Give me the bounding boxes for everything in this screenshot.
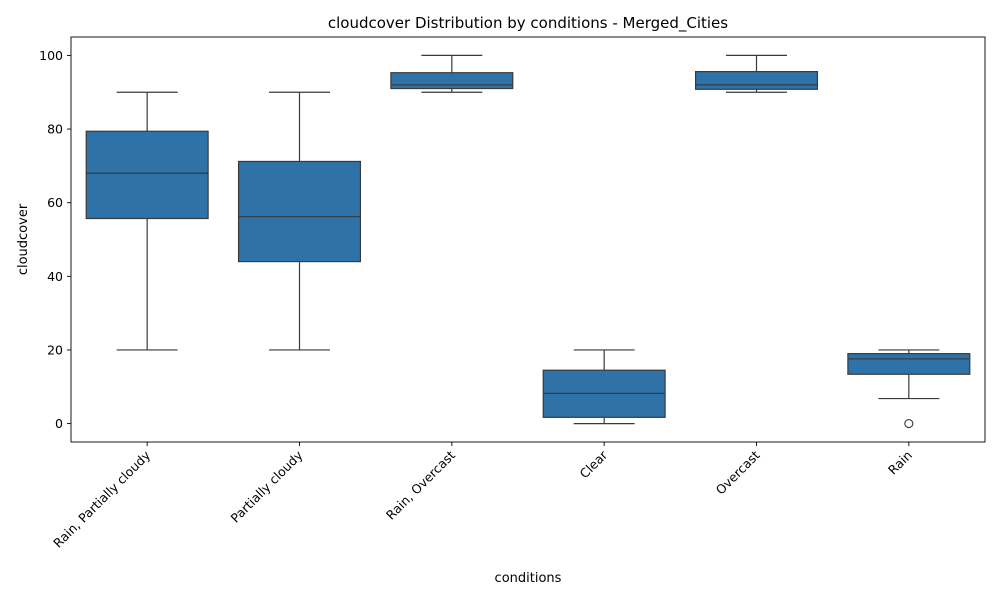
box-group xyxy=(847,349,971,429)
box-group xyxy=(694,54,819,93)
x-tick-label: Rain, Overcast xyxy=(383,447,458,522)
x-tick-label: Overcast xyxy=(713,447,763,497)
box-iqr xyxy=(694,71,819,90)
box-group xyxy=(390,54,514,93)
box-iqr xyxy=(85,130,209,220)
box-iqr xyxy=(847,353,971,375)
y-tick-label: 40 xyxy=(47,269,63,284)
y-tick-label: 0 xyxy=(55,416,63,431)
plot-area-frame xyxy=(70,36,986,443)
y-axis-label: cloudcover xyxy=(16,203,31,275)
x-tick-label: Rain, Partially cloudy xyxy=(50,447,154,551)
box-group xyxy=(85,91,209,351)
box-iqr xyxy=(390,72,514,90)
y-tick-label: 80 xyxy=(47,122,63,137)
x-axis-label: conditions xyxy=(495,571,562,586)
box-iqr xyxy=(237,160,362,263)
outlier-point xyxy=(904,419,914,429)
box-group xyxy=(237,91,362,351)
box-group xyxy=(542,349,666,425)
x-tick-label: Partially cloudy xyxy=(228,447,306,525)
chart-title: cloudcover Distribution by conditions - … xyxy=(328,14,728,33)
y-tick-label: 20 xyxy=(47,342,63,357)
y-axis-ticks: 0 20 40 60 80 100 xyxy=(39,48,71,431)
x-tick-label: Clear xyxy=(577,447,611,481)
x-tick-label: Rain xyxy=(885,448,915,478)
y-tick-label: 100 xyxy=(39,48,63,63)
y-tick-label: 60 xyxy=(47,195,63,210)
box-series xyxy=(85,54,971,429)
x-axis-ticks: Rain, Partially cloudy Partially cloudy Ra… xyxy=(50,442,915,551)
